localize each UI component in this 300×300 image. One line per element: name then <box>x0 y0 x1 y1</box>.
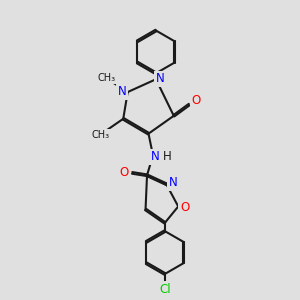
Text: CH₃: CH₃ <box>91 130 109 140</box>
Text: CH₃: CH₃ <box>97 73 116 83</box>
Text: O: O <box>119 166 129 179</box>
Text: N: N <box>151 150 160 163</box>
Text: N: N <box>169 176 177 189</box>
Text: H: H <box>163 150 172 163</box>
Text: Cl: Cl <box>159 283 171 296</box>
Text: N: N <box>156 72 165 85</box>
Text: N: N <box>118 85 127 98</box>
Text: O: O <box>180 202 189 214</box>
Text: O: O <box>191 94 201 107</box>
